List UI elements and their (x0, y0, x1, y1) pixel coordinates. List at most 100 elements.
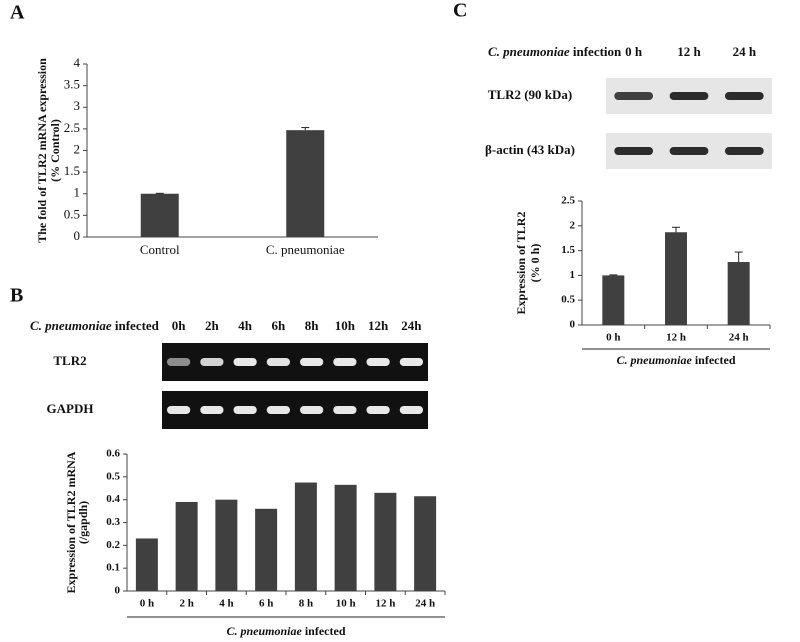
row-label: TLR2 (90 kDa) (488, 87, 573, 102)
y-tick-label: 0.5 (106, 470, 120, 482)
y-tick-label: 2.5 (561, 195, 575, 207)
x-tick-label: 24 h (729, 332, 749, 344)
y-tick-label: 3.5 (64, 77, 80, 92)
blot-header: C. pneumoniae infection (488, 44, 622, 59)
error-bar (672, 226, 680, 233)
y-tick-label: 0.5 (64, 206, 80, 221)
band (724, 147, 764, 155)
x-tick-label: 2 h (179, 598, 193, 610)
y-axis-label: Expression of TLR2 (514, 212, 528, 315)
bar (135, 538, 158, 591)
y-tick-label: 1.5 (64, 163, 80, 178)
row-label: β-actin (43 kDa) (485, 142, 575, 157)
band (299, 358, 324, 366)
x-axis-label: C. pneumoniae infected (616, 353, 735, 367)
bar (286, 130, 325, 237)
lane-label: 0h (172, 318, 187, 333)
x-axis-label: C. pneumoniae infected (226, 624, 345, 638)
x-tick-label: 8 h (299, 598, 313, 610)
x-tick-label: 4 h (219, 598, 233, 610)
y-tick-label: 2 (74, 141, 81, 156)
panel-label: B (10, 285, 23, 307)
bar (175, 501, 198, 591)
y-axis-label: (% Control) (48, 119, 62, 182)
bar (215, 499, 238, 591)
y-tick-label: 0 (115, 585, 121, 597)
lane-label: 2h (205, 318, 220, 333)
x-tick-label: Control (140, 242, 180, 257)
x-tick-label: C. pneumoniae (266, 242, 345, 257)
y-tick-label: 1.5 (561, 244, 575, 256)
y-tick-label: 0.5 (561, 294, 575, 306)
lane-label: 10h (335, 318, 356, 333)
band (333, 406, 357, 414)
band (399, 406, 424, 414)
bar (727, 262, 750, 325)
y-tick-label: 0 (74, 228, 81, 243)
lane-label: 8h (305, 318, 320, 333)
bar (140, 193, 179, 237)
bar (255, 508, 278, 591)
band (166, 406, 191, 414)
x-axis-label-part: C. pneumoniae (226, 624, 302, 638)
lane-label: 12 h (677, 44, 701, 59)
y-tick-label: 1 (570, 269, 576, 281)
x-axis-label-part: infected (695, 353, 736, 367)
band (669, 147, 709, 155)
lane-label: 24h (401, 318, 422, 333)
band (614, 92, 654, 100)
y-tick-label: 4 (74, 55, 81, 70)
lane-label: 4h (238, 318, 253, 333)
row-label: GAPDH (47, 401, 94, 416)
lane-label: 12h (368, 318, 389, 333)
lane-label: 24 h (733, 44, 757, 59)
x-axis-label-part: C. pneumoniae (616, 353, 692, 367)
band (366, 358, 390, 366)
bar (665, 232, 687, 325)
y-tick-label: 2 (570, 219, 576, 231)
y-tick-label: 3 (74, 98, 81, 113)
band (266, 406, 291, 414)
panel-label: C (453, 0, 467, 22)
x-axis-label-part: infected (305, 624, 346, 638)
bar (414, 496, 437, 591)
band (614, 147, 654, 155)
band (233, 406, 257, 414)
error-bar (301, 127, 310, 131)
band (366, 406, 390, 414)
y-tick-label: 2.5 (64, 120, 80, 135)
band (669, 92, 709, 100)
y-tick-label: 0 (570, 319, 576, 331)
x-tick-label: 12 h (375, 598, 395, 610)
band (266, 358, 291, 366)
y-axis-label: The fold of TLR2 mRNA expression (35, 58, 49, 243)
band (724, 92, 764, 100)
y-axis-label: Expression of TLR2 mRNA (64, 451, 78, 593)
blot-header: C. pneumoniae infected (30, 318, 160, 333)
band (399, 358, 424, 366)
x-tick-label: 10 h (336, 598, 356, 610)
band (333, 358, 357, 366)
x-tick-label: 0 h (606, 332, 620, 344)
bar (294, 482, 317, 591)
band (233, 358, 257, 366)
band (299, 406, 324, 414)
x-tick-label: 6 h (259, 598, 273, 610)
y-tick-label: 0.4 (106, 493, 120, 505)
bar (374, 492, 397, 591)
x-tick-label: 0 h (140, 598, 154, 610)
y-axis-label: (% 0 h) (528, 244, 542, 283)
y-tick-label: 0.6 (106, 448, 120, 460)
band (166, 358, 191, 366)
bar (602, 275, 625, 325)
bar (334, 484, 357, 591)
lane-label: 6h (272, 318, 287, 333)
y-axis-label: (/gapdh) (76, 501, 90, 544)
band (200, 406, 224, 414)
error-bar (734, 251, 743, 263)
y-tick-label: 0.3 (106, 516, 120, 528)
y-tick-label: 0.1 (106, 562, 120, 574)
x-tick-label: 24 h (415, 598, 435, 610)
x-tick-label: 12 h (666, 332, 686, 344)
